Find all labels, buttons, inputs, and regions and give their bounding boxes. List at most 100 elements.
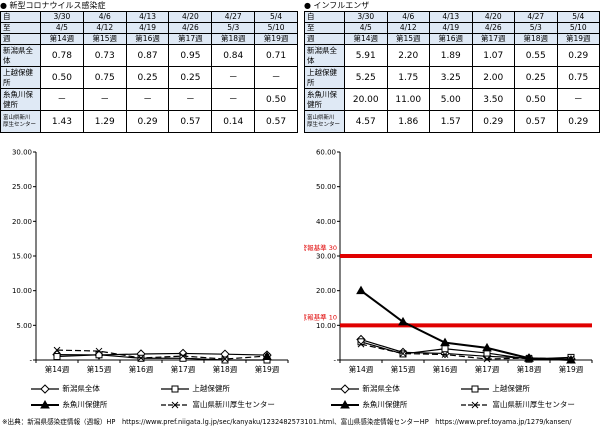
- covid-value-cell: 0.78: [40, 44, 84, 67]
- flu-value-cell: 0.50: [514, 88, 558, 111]
- source-note: ※出典：新潟県感染症情報（週報）HP https://www.pref.niig…: [2, 418, 572, 426]
- covid-chart-svg: 30.00 25.00 20.00 15.00 10.00 5.00 - 第14週 第15週 第1…: [12, 149, 289, 374]
- covid-value-cell: 0.84: [211, 44, 256, 67]
- flu-header-label: 至: [304, 22, 345, 34]
- series-line: [360, 338, 572, 360]
- legend-label: 富山県新川厚生センター: [190, 400, 275, 409]
- flu-value-cell: 3.50: [471, 88, 515, 111]
- data-point: [53, 346, 61, 354]
- covid-table: 自 3/30 4/6 4/13 4/20 4/27 5/4 至 4/5 4/12 4/19 4/26 5…: [0, 11, 298, 133]
- flu-header-row: 週第14週 第15週 第16週 第17週 第18週 第19週: [304, 33, 600, 45]
- legend-item: 富山県新川厚生センター: [160, 399, 275, 411]
- covid-value-cell: 0.14: [211, 110, 256, 133]
- covid-value-cell: 0.57: [254, 110, 298, 133]
- legend-item: 富山県新川厚生センター: [460, 399, 575, 411]
- data-point: [357, 340, 365, 348]
- flu-header-cell: 4/13: [429, 11, 473, 23]
- covid-value-cell: 0.29: [125, 110, 170, 133]
- y-tick-label: 5.00: [16, 322, 32, 330]
- legend-item: 新潟県全体: [30, 383, 100, 395]
- covid-header-cell: 第18週: [211, 33, 256, 45]
- covid-value-cell: －: [168, 88, 213, 111]
- y-tick-label: -: [29, 357, 32, 365]
- y-tick-label: 15.00: [12, 253, 32, 261]
- series-line: [56, 354, 267, 361]
- covid-header-cell: 4/12: [82, 22, 127, 34]
- covid-header-label: 自: [0, 11, 41, 23]
- data-point: [356, 285, 366, 295]
- series-line: [360, 343, 572, 360]
- data-point: [471, 385, 479, 393]
- x-tick-label: 第14週: [349, 364, 374, 374]
- legend-swatch: [31, 399, 59, 409]
- flu-value-cell: 0.57: [514, 110, 558, 133]
- flu-value-cell: 2.20: [386, 44, 430, 67]
- flu-value-cell: 1.57: [429, 110, 473, 133]
- covid-value-cell: 0.75: [82, 66, 127, 89]
- data-point: [95, 351, 103, 359]
- x-tick-label: 第16週: [433, 364, 458, 374]
- data-point: [263, 352, 271, 360]
- data-point: [40, 384, 50, 394]
- data-point: [525, 354, 533, 362]
- data-point: [398, 316, 408, 326]
- data-point: [567, 355, 575, 363]
- x-tick-label: 第17週: [171, 364, 196, 374]
- covid-value-cell: 1.43: [40, 110, 84, 133]
- flu-value-cell: 0.55: [514, 44, 558, 67]
- legend-item: 上越保健所: [460, 383, 530, 395]
- covid-value-cell: －: [211, 66, 256, 89]
- y-tick-label: 25.00: [12, 183, 32, 191]
- influenza-legend: 新潟県全体 上越保健所 糸魚川保健所 富山県新川厚生センター: [330, 383, 600, 415]
- flu-row-label: 上越保健所: [304, 66, 345, 89]
- flu-header-cell: 4/6: [386, 11, 430, 23]
- flu-value-cell: 1.07: [471, 44, 515, 67]
- covid-value-cell: 0.57: [168, 110, 213, 133]
- flu-data-row: 糸魚川保 健所 20.00 11.00 5.00 3.50 0.50 －: [304, 88, 600, 111]
- covid-header-cell: 4/6: [82, 11, 127, 23]
- covid-header-cell: 第19週: [254, 33, 298, 45]
- flu-header-cell: 4/20: [471, 11, 515, 23]
- covid-row-label: 糸魚川保 健所: [0, 88, 41, 111]
- covid-header-cell: 4/19: [125, 22, 170, 34]
- covid-value-cell: 0.50: [40, 66, 84, 89]
- covid-value-cell: 0.95: [168, 44, 213, 67]
- covid-value-cell: －: [211, 88, 256, 111]
- influenza-chart-svg: 60.00 50.00 40.00 30.00 20.00 10.00 - 第14週 第15週 第…: [294, 149, 593, 374]
- data-point: [399, 350, 407, 357]
- flu-header-cell: 第19週: [556, 33, 600, 45]
- covid-header-cell: 4/5: [40, 22, 84, 34]
- data-point: [179, 354, 187, 362]
- x-tick-label: 第17週: [475, 364, 500, 374]
- covid-value-cell: 1.29: [82, 110, 127, 133]
- flu-header-cell: 4/27: [514, 11, 558, 23]
- flu-value-cell: 4.57: [344, 110, 388, 133]
- covid-header-cell: 第15週: [82, 33, 127, 45]
- legend-label: 糸魚川保健所: [60, 400, 108, 409]
- legend-item: 新潟県全体: [330, 383, 400, 395]
- covid-data-row: 富山県新川 厚生センター 1.43 1.29 0.29 0.57 0.14 0.57: [0, 110, 298, 133]
- covid-row-label: 上越保健所: [0, 66, 41, 89]
- flu-header-cell: 4/12: [386, 22, 430, 34]
- flu-row-label: 新潟県全体: [304, 44, 345, 67]
- data-point: [483, 355, 491, 363]
- covid-value-cell: －: [254, 66, 298, 89]
- flu-header-cell: 第18週: [514, 33, 558, 45]
- legend-swatch: [461, 401, 489, 409]
- covid-chart: 30.00 25.00 20.00 15.00 10.00 5.00 - 第14週 第15週 第1…: [0, 146, 298, 384]
- flu-value-cell: 0.75: [556, 66, 600, 89]
- covid-row-label: 新潟県全体: [0, 44, 41, 67]
- covid-header-label: 週: [0, 33, 41, 45]
- flu-value-cell: 20.00: [344, 88, 388, 111]
- data-point: [340, 399, 350, 409]
- flu-header-cell: 4/26: [471, 22, 515, 34]
- legend-swatch: [161, 401, 189, 409]
- x-tick-label: 第15週: [87, 364, 112, 374]
- flu-row-label: 富山県新川 厚生センター: [304, 110, 345, 133]
- covid-value-cell: 0.50: [254, 88, 298, 111]
- covid-header-cell: 第14週: [40, 33, 84, 45]
- flu-header-cell: 5/10: [556, 22, 600, 34]
- covid-value-cell: 0.73: [82, 44, 127, 67]
- covid-header-cell: 5/10: [254, 22, 298, 34]
- covid-title: ● 新型コロナウイルス感染症: [0, 1, 106, 10]
